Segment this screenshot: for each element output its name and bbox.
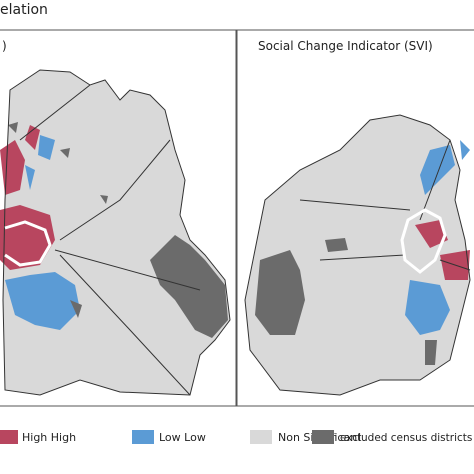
- panel-title: ): [2, 39, 7, 53]
- panel-title: Social Change Indicator (SVI): [258, 39, 433, 53]
- legend-label: excluded census districts: [340, 432, 472, 444]
- legend-label: Low Low: [159, 431, 206, 444]
- legend-swatch: [250, 430, 272, 444]
- map-right: [244, 114, 471, 396]
- legend-label: High High: [22, 431, 76, 444]
- legend-swatch: [0, 430, 18, 444]
- legend-swatch: [132, 430, 154, 444]
- panel-frame: [236, 29, 474, 407]
- map-left: [0, 69, 231, 396]
- figure-title: elation: [0, 2, 48, 18]
- panel-frame: [0, 29, 237, 407]
- legend-swatch: [312, 430, 334, 444]
